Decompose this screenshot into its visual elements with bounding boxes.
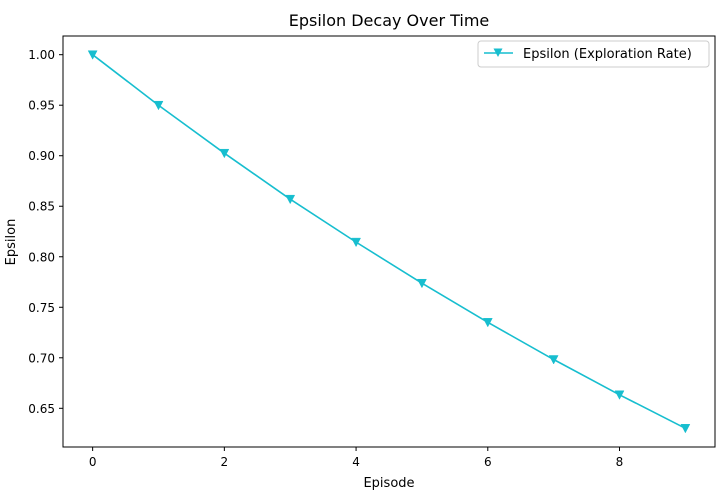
chart-title: Epsilon Decay Over Time xyxy=(289,11,490,30)
y-axis-label: Epsilon xyxy=(4,219,19,266)
data-point-marker xyxy=(482,318,493,328)
legend-box xyxy=(477,40,710,68)
legend-label: Epsilon (Exploration Rate) xyxy=(523,47,692,62)
plot-frame xyxy=(62,35,716,448)
series-layer xyxy=(87,50,691,434)
x-axis: 0 2 4 6 8 xyxy=(89,447,624,469)
legend-marker-triangle-down xyxy=(493,48,503,57)
x-tick-label: 8 xyxy=(616,455,624,469)
y-tick-label: 0.75 xyxy=(28,301,55,315)
data-point-marker xyxy=(87,50,98,60)
y-axis: 0.65 0.70 0.75 0.80 0.85 0.90 0.95 1.00 xyxy=(28,48,63,416)
data-point-marker xyxy=(153,100,164,111)
data-point-marker xyxy=(417,278,427,289)
data-point-marker xyxy=(548,355,559,365)
x-tick-label: 6 xyxy=(484,455,492,469)
plot-area xyxy=(62,35,716,448)
y-tick-label: 0.80 xyxy=(28,250,55,264)
y-tick-label: 0.85 xyxy=(28,200,55,214)
data-point-marker xyxy=(351,237,361,248)
data-point-marker xyxy=(680,424,691,434)
y-tick-label: 0.65 xyxy=(28,402,55,416)
y-tick-label: 0.70 xyxy=(28,351,55,365)
data-point-marker xyxy=(614,390,625,400)
data-point-marker xyxy=(285,194,296,205)
y-tick-label: 0.95 xyxy=(28,99,55,113)
y-tick-label: 1.00 xyxy=(28,48,55,62)
x-tick-label: 2 xyxy=(221,455,229,469)
x-tick-label: 0 xyxy=(89,455,97,469)
y-tick-label: 0.90 xyxy=(28,149,55,163)
x-tick-label: 4 xyxy=(352,455,360,469)
series-line xyxy=(92,54,686,430)
data-point-marker xyxy=(219,148,230,159)
legend: Epsilon (Exploration Rate) xyxy=(477,40,710,68)
x-axis-label: Episode xyxy=(363,476,414,491)
